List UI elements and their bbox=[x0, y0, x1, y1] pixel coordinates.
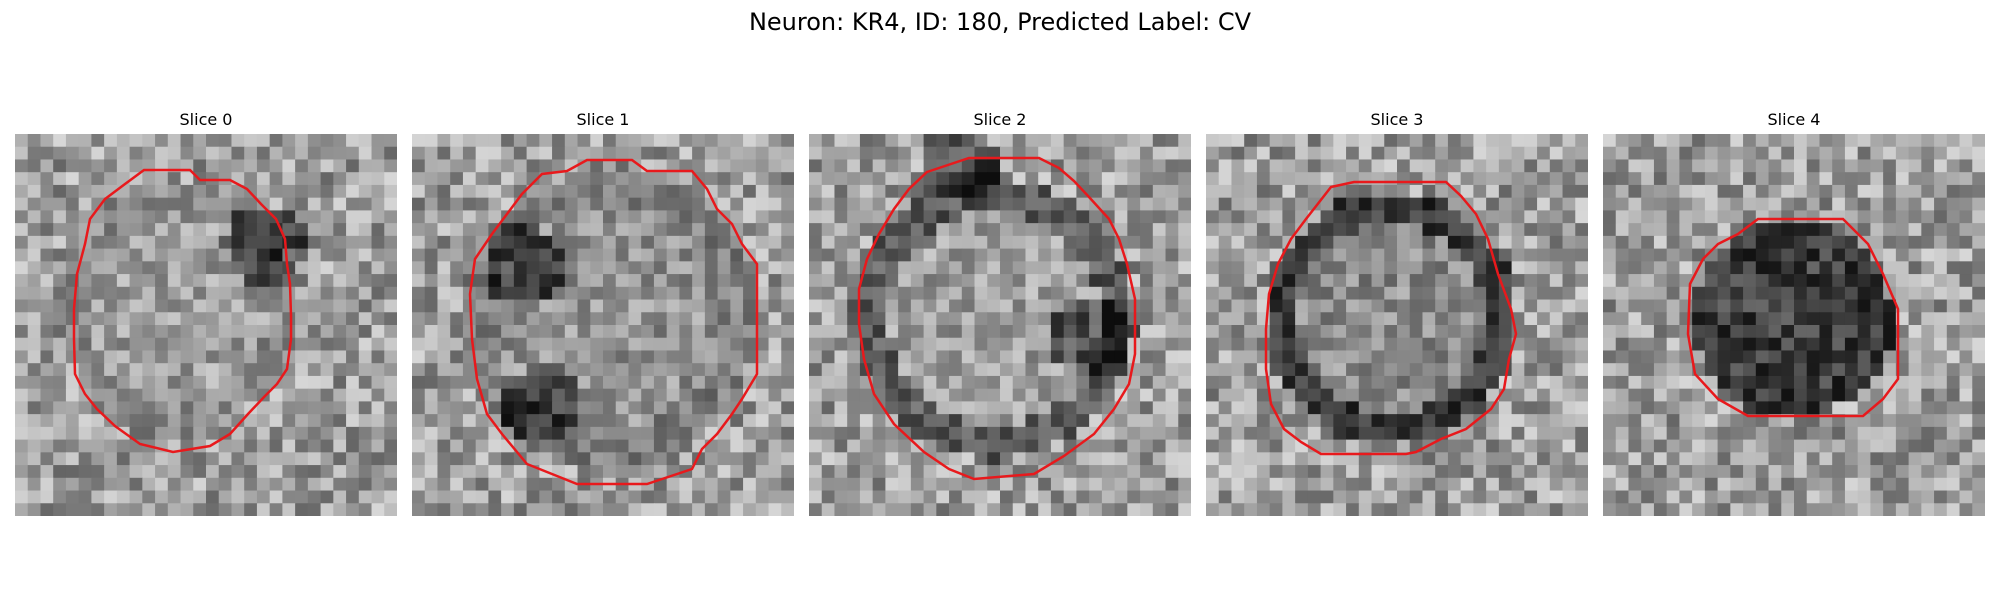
slice-title: Slice 0 bbox=[179, 110, 233, 129]
segmentation-contour bbox=[468, 158, 759, 486]
grayscale-pixel-grid bbox=[1603, 134, 1985, 516]
segmentation-contour bbox=[72, 168, 293, 454]
slice-panel-2: Slice 2 bbox=[809, 110, 1191, 516]
segmentation-contour bbox=[857, 156, 1137, 481]
slice-title: Slice 1 bbox=[576, 110, 630, 129]
slice-panel-1: Slice 1 bbox=[412, 110, 794, 516]
segmentation-contour bbox=[1264, 180, 1518, 456]
figure-title: Neuron: KR4, ID: 180, Predicted Label: C… bbox=[748, 8, 1252, 36]
grayscale-pixel-grid bbox=[15, 134, 397, 516]
slice-title: Slice 3 bbox=[1370, 110, 1424, 129]
slice-panel-3: Slice 3 bbox=[1206, 110, 1588, 516]
slice-image bbox=[412, 134, 794, 516]
slice-image bbox=[809, 134, 1191, 516]
slice-title: Slice 2 bbox=[973, 110, 1027, 129]
slice-panel-4: Slice 4 bbox=[1603, 110, 1985, 516]
slice-image bbox=[15, 134, 397, 516]
slice-image bbox=[1603, 134, 1985, 516]
grayscale-pixel-grid bbox=[412, 134, 794, 516]
segmentation-contour bbox=[1686, 217, 1900, 418]
slice-image bbox=[1206, 134, 1588, 516]
grayscale-pixel-grid bbox=[809, 134, 1191, 516]
slice-panel-0: Slice 0 bbox=[15, 110, 397, 516]
slice-title: Slice 4 bbox=[1767, 110, 1821, 129]
